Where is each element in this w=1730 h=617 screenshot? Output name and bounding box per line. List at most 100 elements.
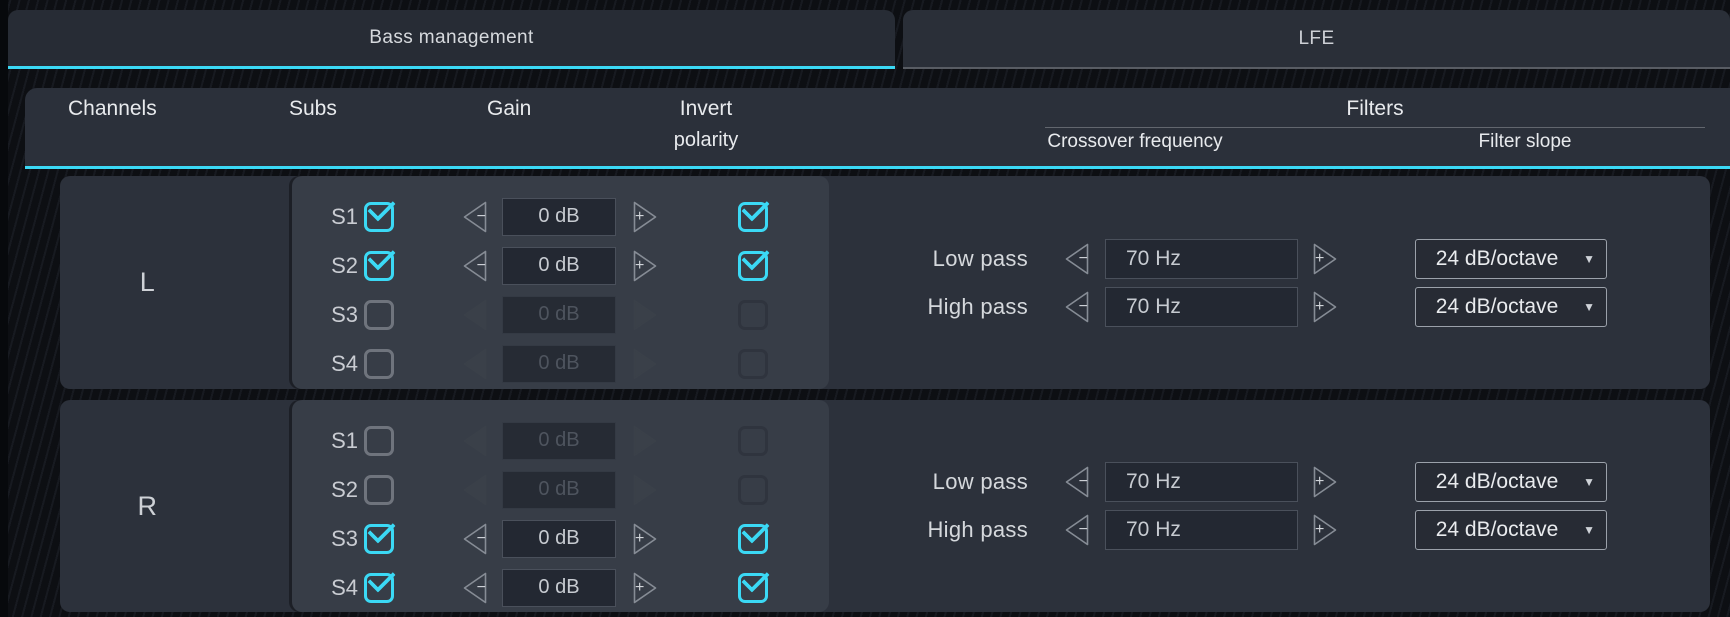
gain-decrement-button[interactable]: − [460,521,488,557]
filter-row: Low pass − 70 Hz + 24 dB/octave ▼ [878,458,1607,506]
filter-label: Low pass [932,469,1028,494]
sub-row: S1 − 0 dB + [292,192,829,241]
sub-row: S1 − 0 dB + [292,416,829,465]
sub-label: S1 [331,427,358,453]
channel-row: L S1 − 0 dB + S2 − 0 dB [60,176,1710,389]
frequency-increment-button[interactable]: + [1312,512,1340,548]
frequency-field[interactable]: 70 Hz [1105,510,1298,550]
frequency-field[interactable]: 70 Hz [1105,286,1298,327]
gain-increment-button: + [632,297,660,333]
gain-increment-button[interactable]: + [632,199,660,235]
gain-increment-button[interactable]: + [632,521,660,557]
filter-slope-value: 24 dB/octave [1435,470,1559,493]
gain-decrement-button[interactable]: − [460,570,488,606]
gain-value-field[interactable]: 0 dB [502,519,616,558]
gain-increment-button[interactable]: + [632,248,660,284]
gain-increment-button[interactable]: + [632,570,660,606]
gain-value-field: 0 dB [502,344,616,383]
gain-value-field[interactable]: 0 dB [502,246,616,285]
frequency-decrement-button[interactable]: − [1062,289,1090,325]
filters-panel: Low pass − 70 Hz + 24 dB/octave ▼ High p… [878,458,1607,554]
minus-glyph: − [1078,473,1088,490]
filter-slope-value: 24 dB/octave [1435,246,1559,270]
subs-header: Subs [289,97,337,120]
gain-value-field: 0 dB [502,421,616,460]
sub-row: S3 − 0 dB + [292,290,829,339]
sub-assign-checkbox[interactable] [364,250,394,281]
plus-glyph: + [635,578,645,596]
minus-glyph: − [476,256,486,274]
caret-down-icon: ▼ [1583,251,1595,266]
sub-label: S1 [331,203,358,229]
gain-increment-button: + [632,423,660,459]
tab-lfe[interactable]: LFE [903,10,1730,69]
sub-assign-checkbox[interactable] [364,348,394,379]
sub-label: S4 [331,350,358,376]
sub-assign-checkbox[interactable] [364,201,394,232]
frequency-increment-button[interactable]: + [1312,289,1340,325]
plus-glyph: + [635,256,645,274]
sub-assign-checkbox[interactable] [364,425,394,456]
filter-label: High pass [927,293,1028,319]
invert-polarity-checkbox[interactable] [738,250,768,281]
minus-glyph: − [476,578,486,596]
sub-row: S2 − 0 dB + [292,241,829,290]
channel-name: L [139,267,156,297]
filter-slope-select[interactable]: 24 dB/octave ▼ [1415,462,1607,502]
gain-value-field: 0 dB [502,470,616,509]
plus-glyph: + [1315,473,1325,490]
invert-polarity-checkbox[interactable] [738,201,768,232]
sub-label: S2 [331,476,358,502]
invert-polarity-checkbox [738,348,768,379]
sub-row: S2 − 0 dB + [292,465,829,514]
invert-polarity-header-line2: polarity [673,129,739,151]
plus-glyph: + [635,529,645,547]
gain-decrement-button: − [460,423,488,459]
gain-decrement-button: − [460,297,488,333]
minus-glyph: − [1078,297,1088,315]
invert-polarity-checkbox [738,474,768,505]
frequency-decrement-button[interactable]: − [1062,464,1090,500]
gain-decrement-button: − [460,346,488,382]
frequency-decrement-button[interactable]: − [1062,241,1090,277]
minus-glyph: − [476,529,486,547]
caret-down-icon: ▼ [1583,523,1595,537]
frequency-increment-button[interactable]: + [1312,464,1340,500]
filters-header: Filters [1346,97,1404,120]
filter-slope-select[interactable]: 24 dB/octave ▼ [1415,286,1607,327]
caret-down-icon: ▼ [1583,475,1595,489]
plus-glyph: + [1315,297,1325,315]
filter-slope-select[interactable]: 24 dB/octave ▼ [1415,238,1607,279]
sub-label: S2 [331,252,358,278]
frequency-field[interactable]: 70 Hz [1105,238,1298,279]
filter-slope-select[interactable]: 24 dB/octave ▼ [1415,510,1607,550]
sub-assign-checkbox[interactable] [364,474,394,505]
filter-slope-value: 24 dB/octave [1435,294,1559,318]
gain-decrement-button[interactable]: − [460,199,488,235]
gain-header: Gain [487,97,532,120]
sub-assign-checkbox[interactable] [364,299,394,330]
subs-panel: S1 − 0 dB + S2 − 0 dB + [292,176,829,389]
gain-value-field[interactable]: 0 dB [502,197,616,236]
gain-decrement-button[interactable]: − [460,248,488,284]
frequency-increment-button[interactable]: + [1312,241,1340,277]
gain-value-field[interactable]: 0 dB [502,568,616,607]
sub-row: S4 − 0 dB + [292,339,829,388]
frequency-decrement-button[interactable]: − [1062,512,1090,548]
filters-divider [1045,127,1705,128]
invert-polarity-checkbox[interactable] [738,572,768,603]
invert-polarity-checkbox [738,425,768,456]
sub-assign-checkbox[interactable] [364,572,394,603]
gain-value-field: 0 dB [502,295,616,334]
minus-glyph: − [1078,521,1088,538]
channels-header: Channels [68,97,157,120]
minus-glyph: − [1078,249,1088,267]
subs-panel: S1 − 0 dB + S2 − 0 dB + [292,400,829,612]
filter-label: High pass [927,517,1028,542]
frequency-field[interactable]: 70 Hz [1105,462,1298,502]
tab-bass-management[interactable]: Bass management [8,10,895,69]
sub-label: S4 [331,574,358,600]
sub-row: S4 − 0 dB + [292,563,829,612]
sub-assign-checkbox[interactable] [364,523,394,554]
invert-polarity-checkbox[interactable] [738,523,768,554]
